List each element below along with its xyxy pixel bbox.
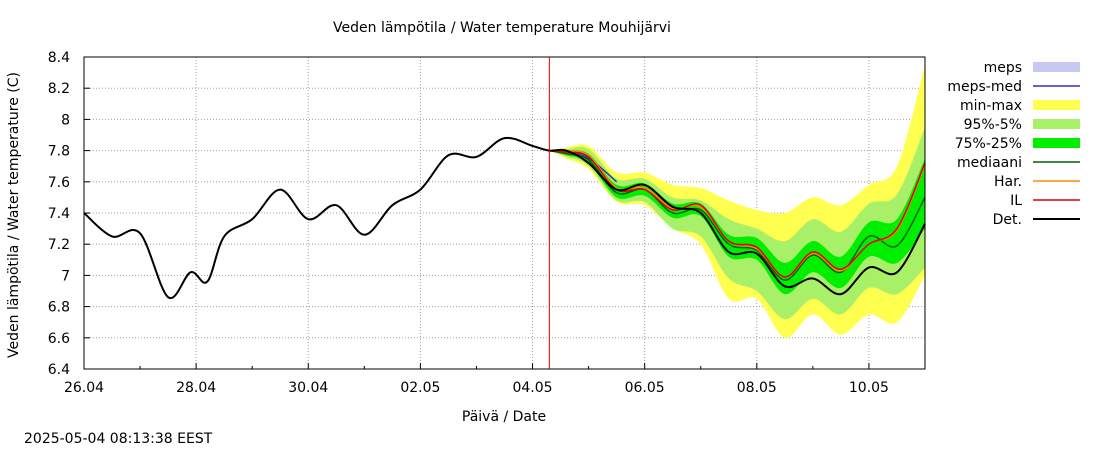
legend: meps meps-med min-max 95%-5% 75%-25% mediaani… [947,60,1080,228]
legend-label: 75%-25% [955,136,1022,152]
y-tick-label: 7.6 [48,175,70,191]
legend-label: IL [1010,193,1022,209]
y-tick-label: 7.2 [48,237,70,253]
legend-swatch [1033,119,1080,129]
legend-label: meps [984,60,1022,76]
forecast-bands [549,64,925,338]
y-tick-label: 7.4 [48,206,70,222]
y-tick-label: 7 [61,268,70,284]
x-tick-label: 10.05 [849,380,889,396]
x-tick-label: 02.05 [400,380,440,396]
band-75-25- [549,150,925,295]
x-tick-label: 30.04 [288,380,328,396]
legend-label: Har. [994,174,1022,190]
legend-label: Det. [993,212,1022,228]
y-axis-label: Veden lämpötila / Water temperature (C) [6,72,22,358]
chart-title: Veden lämpötila / Water temperature Mouh… [333,20,671,36]
y-tick-label: 6.4 [48,362,70,378]
x-tick-label: 08.05 [737,380,777,396]
plot-frame [83,56,926,370]
timestamp: 2025-05-04 08:13:38 EEST [24,431,213,447]
legend-label: meps-med [947,79,1022,95]
y-tick-label: 6.8 [48,300,70,316]
x-axis-label: Päivä / Date [462,409,546,425]
x-tick-label: 28.04 [176,380,216,396]
y-tick-label: 8 [61,112,70,128]
y-tick-label: 7.8 [48,144,70,160]
x-tick-label: 04.05 [512,380,552,396]
legend-swatch [1033,138,1080,148]
series-lines [83,136,926,300]
x-tick-label: 26.04 [64,380,104,396]
y-tick-label: 8.4 [48,50,70,66]
series-mediaani [549,149,926,281]
series-det- [83,136,926,300]
legend-label: 95%-5% [964,117,1022,133]
x-tick-labels: 26.04 28.04 30.04 02.05 04.05 06.05 08.05 10.05 [64,380,889,396]
legend-label: mediaani [957,155,1022,171]
legend-swatch [1033,100,1080,110]
series-il [549,149,926,278]
legend-label: min-max [960,98,1022,114]
x-tick-label: 06.05 [625,380,665,396]
y-tick-labels: 6.4 6.6 6.8 7 7.2 7.4 7.6 7.8 8 8.2 8.4 [48,50,70,378]
grid [83,56,925,370]
y-tick-label: 8.2 [48,81,70,97]
y-tick-label: 6.6 [48,331,70,347]
legend-swatch [1033,62,1080,72]
